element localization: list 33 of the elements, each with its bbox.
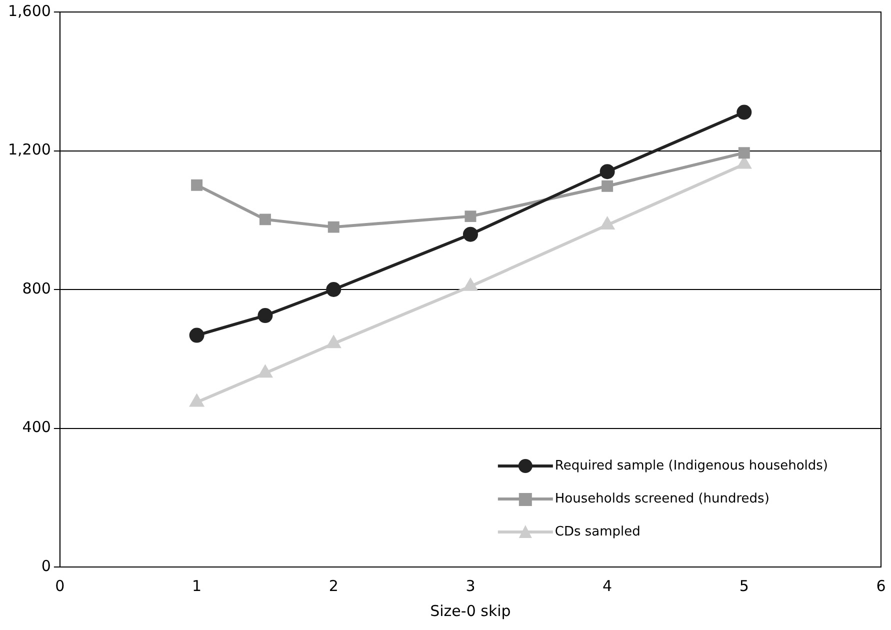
- x-tick-label: 4: [602, 576, 612, 595]
- y-tick-label: 0: [41, 556, 51, 575]
- point: [600, 164, 615, 180]
- point: [600, 217, 614, 230]
- x-axis-title: Size-0 skip: [430, 602, 511, 620]
- point: [258, 366, 272, 378]
- point: [464, 210, 476, 222]
- x-tick-label: 6: [876, 576, 886, 595]
- point: [328, 221, 340, 233]
- point: [189, 328, 204, 343]
- point: [736, 104, 752, 120]
- legend-label: Required sample (Indigenous households): [554, 458, 828, 474]
- x-tick-label: 1: [192, 576, 202, 595]
- point: [258, 308, 273, 324]
- point: [326, 282, 342, 297]
- point: [326, 336, 340, 348]
- point: [602, 180, 614, 192]
- legend-label: Households screened (hundreds): [554, 491, 770, 506]
- x-tick-label: 2: [328, 576, 338, 595]
- point: [738, 147, 750, 159]
- x-tick-label: 3: [466, 576, 476, 595]
- point: [190, 394, 204, 407]
- point: [462, 226, 478, 242]
- y-tick-label: 1,200: [8, 140, 51, 159]
- point: [464, 278, 478, 291]
- x-tick-label: 0: [55, 576, 65, 595]
- point: [259, 214, 271, 226]
- x-tick-label: 5: [739, 576, 749, 595]
- y-tick-label: 800: [22, 279, 51, 298]
- legend-label: CDs sampled: [554, 524, 640, 540]
- y-tick-label: 400: [22, 418, 51, 436]
- y-tick-label: 1,600: [8, 2, 51, 20]
- point: [191, 179, 203, 191]
